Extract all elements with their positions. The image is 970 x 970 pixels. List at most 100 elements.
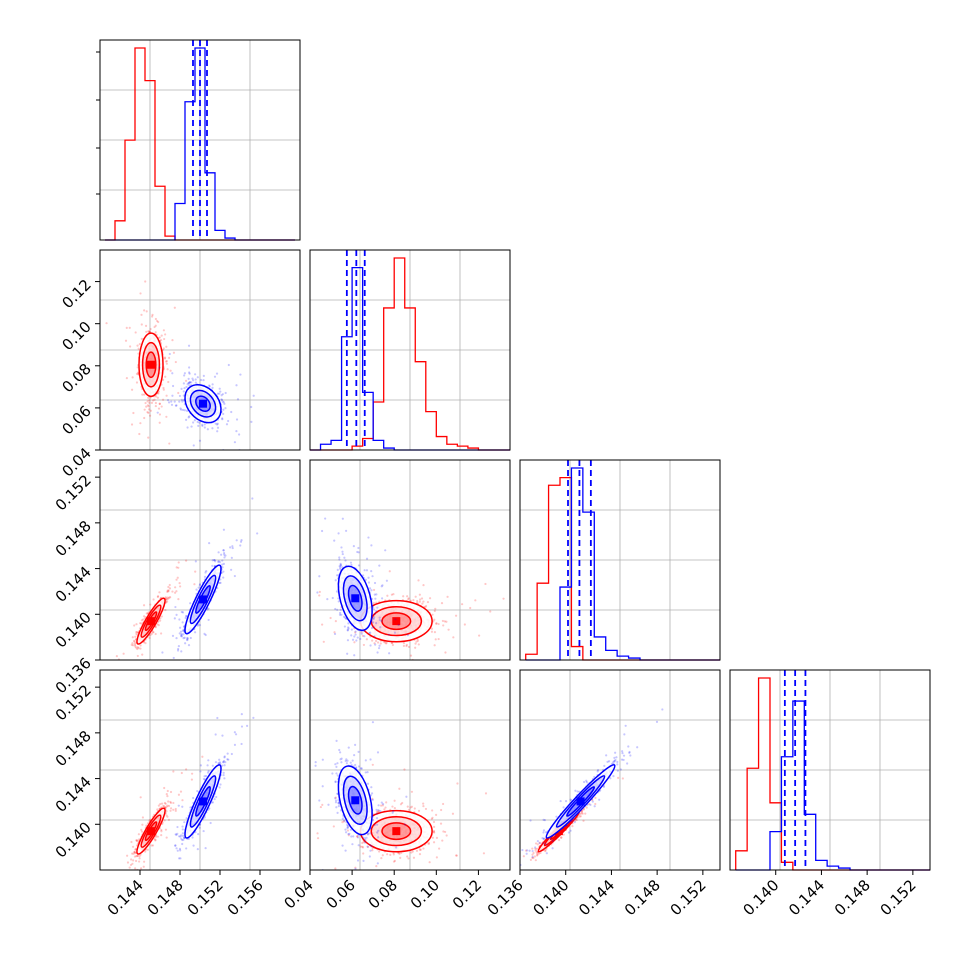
center-marker xyxy=(392,617,401,626)
scatter-point xyxy=(149,327,152,331)
scatter-point xyxy=(356,727,358,729)
scatter-point xyxy=(418,598,422,601)
scatter-point xyxy=(240,539,243,542)
scatter-point xyxy=(189,602,192,605)
scatter-point xyxy=(167,585,170,589)
scatter-point xyxy=(409,599,412,602)
scatter-point xyxy=(377,646,381,650)
scatter-point xyxy=(135,623,138,626)
scatter-point xyxy=(171,394,174,397)
scatter-points-red xyxy=(115,559,197,660)
scatter-point xyxy=(409,654,413,657)
scatter-point xyxy=(219,390,222,393)
scatter-point xyxy=(445,676,447,678)
scatter-point xyxy=(215,372,219,375)
scatter-point xyxy=(176,649,180,652)
scatter-point xyxy=(177,566,180,569)
scatter-point xyxy=(350,634,353,637)
scatter-point xyxy=(381,584,384,587)
scatter-point xyxy=(154,404,157,408)
scatter-point xyxy=(148,330,151,333)
scatter-point xyxy=(154,324,157,327)
scatter-point xyxy=(154,331,157,334)
scatter-point xyxy=(286,622,288,624)
scatter-point xyxy=(407,598,410,601)
scatter-point xyxy=(165,810,168,813)
scatter-point xyxy=(424,606,427,609)
scatter-point xyxy=(142,618,145,621)
scatter-point xyxy=(180,610,183,614)
scatter-point xyxy=(178,618,181,621)
scatter-point xyxy=(167,590,170,593)
scatter-point xyxy=(463,623,466,626)
scatter-point xyxy=(207,618,210,622)
scatter-point xyxy=(231,545,234,548)
scatter-point xyxy=(336,608,339,611)
scatter-point xyxy=(175,404,178,407)
scatter-point xyxy=(393,631,397,634)
contour-red xyxy=(138,332,164,398)
scatter-point xyxy=(136,854,140,857)
scatter-point xyxy=(154,838,157,841)
scatter-point xyxy=(452,636,455,639)
scatter-point xyxy=(181,400,184,403)
scatter-point xyxy=(222,528,226,531)
scatter-point xyxy=(373,593,376,596)
scatter-point xyxy=(233,574,236,578)
scatter-point xyxy=(372,625,375,629)
scatter-point xyxy=(197,424,200,427)
scatter-point xyxy=(160,334,163,337)
scatter-point xyxy=(151,315,154,318)
scatter-point xyxy=(159,802,162,806)
scatter-point xyxy=(135,631,138,634)
scatter-point xyxy=(136,344,139,347)
scatter-point xyxy=(324,517,327,520)
scatter-point xyxy=(125,326,128,329)
scatter-point xyxy=(217,560,220,563)
scatter-point xyxy=(175,590,178,593)
scatter-point xyxy=(223,764,226,767)
scatter-point xyxy=(190,778,194,781)
scatter-point xyxy=(216,392,220,395)
scatter-point xyxy=(194,381,197,384)
scatter-point xyxy=(153,325,156,329)
center-marker xyxy=(147,360,155,369)
scatter-point xyxy=(181,621,184,624)
scatter-point xyxy=(353,641,356,644)
scatter-point xyxy=(182,637,185,640)
scatter-point xyxy=(193,583,196,586)
scatter-point xyxy=(160,802,164,805)
scatter-point xyxy=(184,418,188,422)
scatter-point xyxy=(227,419,230,423)
scatter-point xyxy=(158,366,161,369)
scatter-point xyxy=(223,551,226,555)
scatter-point xyxy=(196,624,199,627)
scatter-point xyxy=(146,410,149,414)
scatter-point xyxy=(405,643,408,646)
scatter-point xyxy=(360,632,363,635)
scatter-point xyxy=(163,805,166,808)
scatter-point xyxy=(142,615,146,618)
scatter-point xyxy=(135,381,139,384)
scatter-point xyxy=(145,405,148,408)
scatter-point xyxy=(201,423,204,426)
scatter-point xyxy=(353,635,356,638)
scatter-point xyxy=(367,581,371,584)
scatter-point xyxy=(145,612,148,615)
scatter-point xyxy=(173,306,176,309)
scatter-point xyxy=(156,319,159,323)
scatter-point xyxy=(138,342,141,346)
scatter-point xyxy=(372,602,376,605)
scatter-point xyxy=(354,633,357,636)
scatter-point xyxy=(164,596,167,599)
scatter-point xyxy=(166,368,169,371)
scatter-point xyxy=(148,819,151,822)
scatter-point xyxy=(334,579,337,582)
scatter-point xyxy=(224,407,227,410)
scatter-point xyxy=(164,608,167,612)
scatter-point xyxy=(370,544,373,547)
scatter-point xyxy=(502,597,505,600)
scatter-point xyxy=(198,439,202,442)
scatter-point xyxy=(204,633,207,637)
